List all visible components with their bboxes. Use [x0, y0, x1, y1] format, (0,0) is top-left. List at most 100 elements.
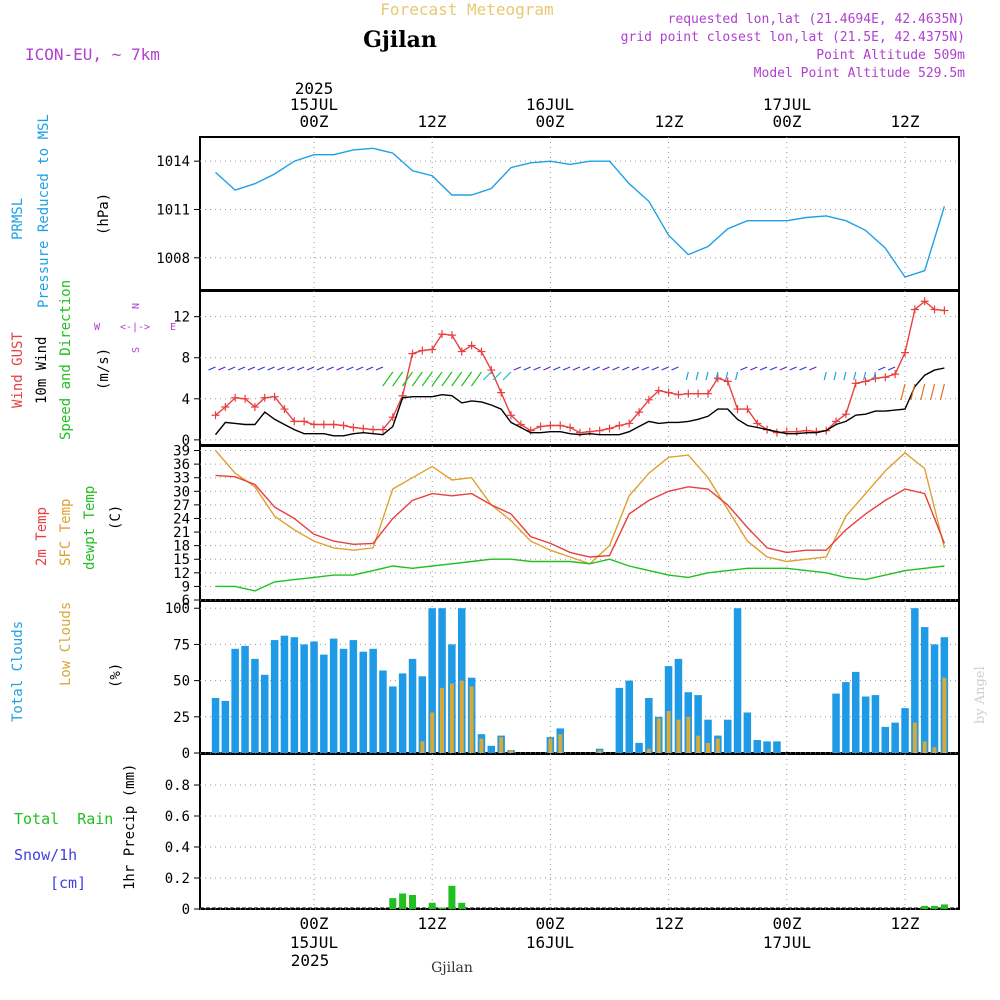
- top-hour-6: 12Z: [891, 112, 920, 131]
- bottom-date-3: 17JUL: [763, 933, 811, 952]
- gust-point: [575, 428, 584, 437]
- cloud-low-bar: [932, 747, 937, 753]
- rain-bar: [399, 893, 407, 909]
- wind-arrow: [592, 366, 600, 371]
- cloud-total-bar: [251, 658, 259, 753]
- y-tick-label: 1008: [156, 251, 190, 267]
- cloud-low-bar: [676, 719, 681, 753]
- gust-point: [704, 389, 712, 398]
- rain-bar: [428, 902, 436, 909]
- cloud-total-bar: [930, 644, 939, 753]
- cloud-low-bar: [646, 748, 651, 753]
- wind-arrow: [306, 366, 315, 371]
- cloud-total-bar: [270, 640, 279, 753]
- gust-point: [664, 388, 673, 397]
- bottom-date-1: 15JUL: [290, 933, 338, 952]
- cloud-total-bar: [871, 695, 880, 753]
- top-year: 2025: [295, 79, 334, 98]
- gust-point: [418, 346, 427, 355]
- rain-label: Total Rain: [14, 810, 113, 828]
- cloud-low-label: Low Clouds: [58, 602, 74, 686]
- gust-point: [319, 420, 328, 429]
- y-tick-label: 8: [182, 351, 190, 367]
- temp-unit: (C): [108, 505, 124, 530]
- wind-arrow: [799, 366, 807, 371]
- cloud-low-bar: [449, 683, 454, 753]
- y-tick-label: 0.8: [165, 778, 190, 794]
- y-tick-label: 4: [182, 392, 190, 408]
- bottom-hour-2: 12Z: [418, 914, 447, 933]
- wind-arrow: [685, 371, 689, 381]
- wind-arrow: [533, 366, 541, 371]
- dewpt-line: [215, 558, 945, 592]
- rain-bar: [389, 898, 397, 909]
- cloud-total-bar: [320, 654, 328, 753]
- y-tick-label: 21: [173, 525, 190, 541]
- wind-arrow: [789, 366, 797, 371]
- bottom-hour-6: 12Z: [891, 914, 920, 933]
- cloud-total-bar: [920, 627, 929, 753]
- y-tick-label: 36: [173, 457, 190, 473]
- cloud-total-bar: [349, 640, 358, 753]
- cloud-total-bar: [359, 651, 367, 753]
- cloud-low-bar: [715, 738, 720, 753]
- rain-bar: [448, 885, 456, 910]
- top-hour-2: 12Z: [418, 112, 447, 131]
- cloud-total-bar: [290, 637, 299, 753]
- cloud-total-bar: [891, 722, 899, 753]
- gust-point: [487, 366, 496, 375]
- gust-point: [221, 403, 230, 412]
- wind-arrow: [939, 383, 945, 401]
- y-tick-label: 0.6: [165, 809, 190, 825]
- gust-point: [467, 341, 476, 350]
- gust-point: [910, 305, 919, 314]
- wind-arrow: [421, 371, 433, 387]
- cloud-total-bar: [724, 719, 732, 753]
- wind-dir-label: Speed and Direction: [58, 280, 74, 440]
- cloud-low-bar: [548, 738, 553, 753]
- wind-arrow: [612, 366, 620, 371]
- wind-arrow: [316, 366, 325, 371]
- cloud-low-bar: [656, 718, 661, 753]
- compass-west: W: [94, 322, 101, 333]
- compass-icon: N S W E <-|->: [94, 303, 176, 353]
- wind-arrow: [920, 383, 926, 401]
- gust-point: [723, 377, 732, 386]
- wind-arrow: [356, 366, 364, 371]
- precip-unit: 1hr Precip (mm): [122, 764, 138, 890]
- cloud-total-bar: [221, 700, 230, 753]
- wind-arrow: [326, 366, 334, 371]
- wind-arrow: [392, 371, 404, 387]
- wind-arrow: [833, 371, 837, 381]
- gust-point: [930, 305, 939, 314]
- rain-bar: [458, 902, 466, 909]
- gust-point: [378, 425, 387, 434]
- gust-point: [654, 386, 663, 395]
- y-tick-label: 12: [173, 310, 190, 326]
- gust-point: [339, 421, 348, 430]
- y-tick-label: 1014: [156, 154, 190, 170]
- cloud-low-bar: [499, 737, 504, 753]
- gust-point: [891, 370, 900, 379]
- gust-point: [792, 427, 801, 436]
- wind-arrow: [695, 371, 699, 381]
- wind-arrow: [365, 366, 374, 371]
- gust-point: [615, 421, 624, 430]
- bottom-hour-4: 12Z: [655, 914, 684, 933]
- wind-arrow: [705, 371, 709, 381]
- pressure-unit: (hPa): [96, 193, 112, 235]
- cloud-total-bar: [280, 635, 289, 753]
- gust-point: [713, 374, 722, 383]
- wind-arrow: [402, 371, 413, 387]
- gust-point: [507, 411, 515, 420]
- gust-point: [260, 393, 269, 402]
- gust-point: [408, 349, 417, 358]
- wind-line: [214, 367, 945, 437]
- wind-arrow: [287, 366, 295, 371]
- cloud-total-bar: [832, 693, 840, 753]
- gust-point: [841, 410, 850, 419]
- y-tick-label: 12: [173, 566, 190, 582]
- y-tick-label: 39: [173, 444, 190, 460]
- gust-point: [684, 389, 693, 398]
- cloud-low-bar: [440, 687, 444, 753]
